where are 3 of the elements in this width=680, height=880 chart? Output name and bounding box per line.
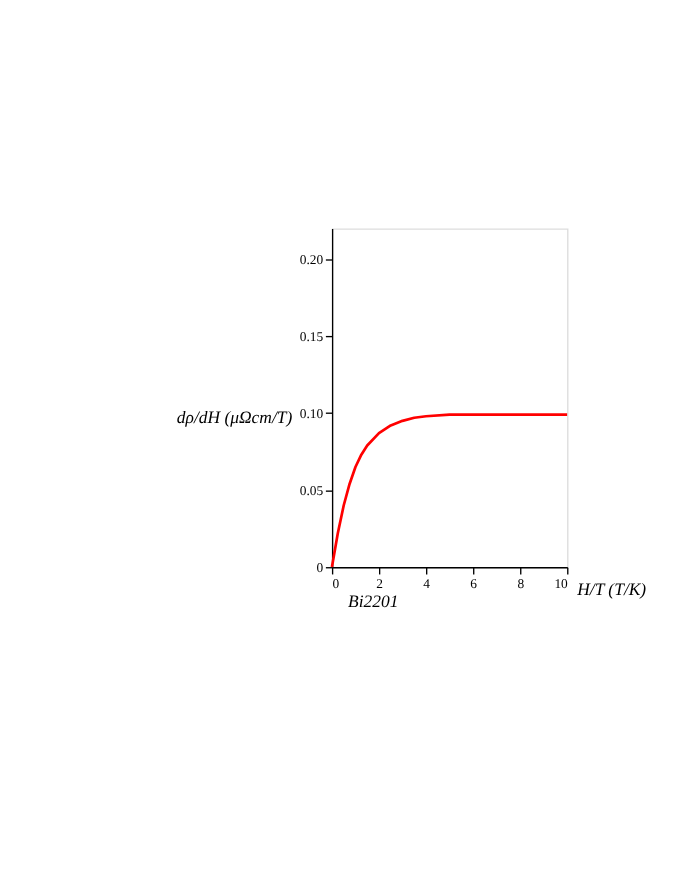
text: Bi2201 (348, 591, 399, 612)
x-axis-title: H/T (T/K) (575, 578, 647, 599)
y-axis-title: dρ/dH (μΩcm/T) (176, 406, 293, 427)
